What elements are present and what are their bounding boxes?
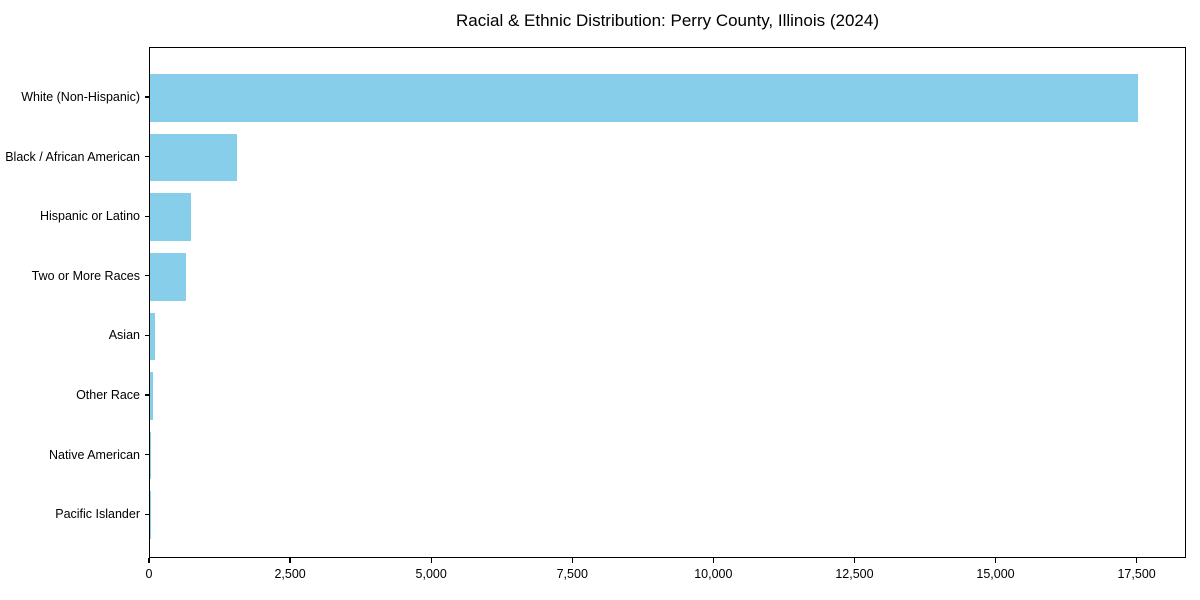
x-tick-label-0: 0 bbox=[145, 567, 153, 581]
x-tick-label-17500: 17,500 bbox=[1117, 567, 1156, 581]
bar-native-american bbox=[150, 431, 152, 480]
y-tick-label-hispanic-or-latino: Hispanic or Latino bbox=[39, 209, 140, 224]
bar-other-race bbox=[150, 372, 154, 420]
y-tick-label-two-or-more-races: Two or More Races bbox=[31, 268, 140, 283]
y-tick-label-pacific-islander: Pacific Islander bbox=[55, 507, 140, 522]
y-tick-label-native-american: Native American bbox=[48, 447, 140, 462]
y-tick-label-black-african-american: Black / African American bbox=[5, 149, 140, 164]
x-tick-mark bbox=[289, 558, 291, 563]
y-tick-mark bbox=[144, 96, 149, 98]
bar-asian bbox=[150, 312, 156, 361]
y-tick-mark bbox=[144, 334, 149, 336]
x-tick-mark bbox=[1136, 558, 1138, 563]
y-tick-label-other-race: Other Race bbox=[76, 388, 140, 402]
x-tick-mark bbox=[712, 558, 714, 563]
x-tick-label-10000: 10,000 bbox=[694, 567, 733, 581]
bar-two-or-more-races bbox=[150, 252, 187, 301]
plot-area bbox=[149, 47, 1186, 558]
x-tick-label-7500: 7,500 bbox=[556, 567, 588, 581]
x-tick-label-15000: 15,000 bbox=[976, 567, 1015, 581]
x-tick-mark bbox=[571, 558, 573, 563]
bar-black-african-american bbox=[150, 133, 238, 182]
bar-hispanic-or-latino bbox=[150, 193, 192, 242]
y-tick-mark bbox=[144, 156, 149, 158]
y-tick-mark bbox=[144, 215, 149, 217]
x-tick-label-12500: 12,500 bbox=[835, 567, 874, 581]
x-tick-label-5000: 5,000 bbox=[415, 567, 447, 581]
y-tick-mark bbox=[144, 394, 149, 396]
x-tick-mark bbox=[148, 558, 150, 563]
y-tick-mark bbox=[144, 513, 149, 515]
bar-white-non-hispanic bbox=[150, 74, 1138, 122]
y-tick-label-asian: Asian bbox=[108, 328, 140, 343]
y-tick-mark bbox=[144, 275, 149, 277]
x-tick-mark bbox=[853, 558, 856, 563]
x-tick-label-2500: 2,500 bbox=[274, 567, 306, 581]
y-tick-mark bbox=[144, 454, 149, 456]
x-tick-mark bbox=[994, 558, 997, 563]
x-tick-mark bbox=[430, 558, 432, 563]
y-tick-label-white-non-hispanic: White (Non-Hispanic) bbox=[21, 90, 140, 104]
chart-title: Racial & Ethnic Distribution: Perry Coun… bbox=[456, 11, 879, 30]
